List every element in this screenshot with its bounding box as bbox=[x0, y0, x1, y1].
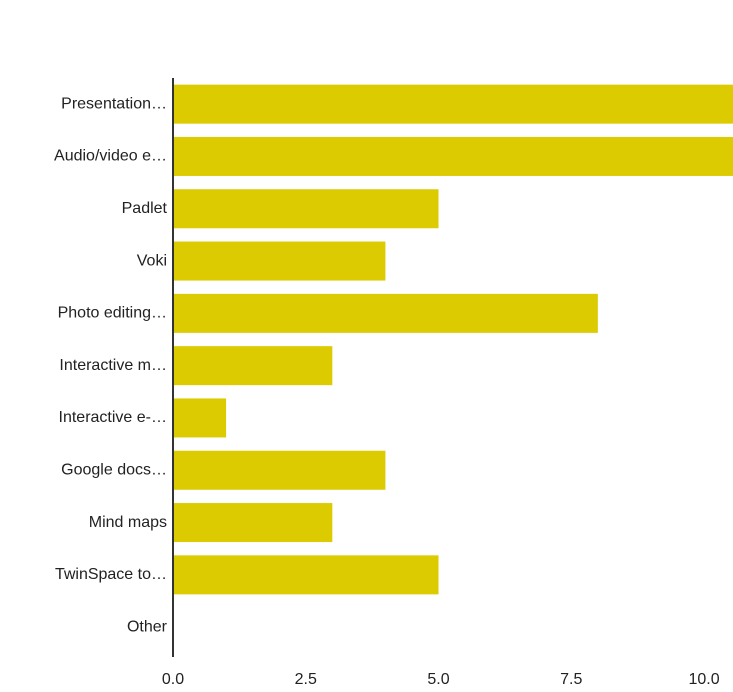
y-tick-label: Voki bbox=[137, 252, 167, 269]
y-tick-label: Photo editing… bbox=[58, 305, 167, 322]
bar bbox=[173, 84, 733, 124]
y-tick-label: Interactive e-… bbox=[59, 409, 167, 426]
bar bbox=[173, 136, 733, 176]
bar-group bbox=[173, 84, 733, 595]
bar bbox=[173, 450, 386, 490]
y-tick-label: Mind maps bbox=[89, 514, 167, 531]
x-tick-label: 5.0 bbox=[427, 671, 449, 688]
bar bbox=[173, 555, 439, 595]
bar bbox=[173, 293, 598, 333]
y-tick-label: Other bbox=[127, 618, 168, 635]
bar bbox=[173, 398, 227, 438]
bar bbox=[173, 189, 439, 229]
bar bbox=[173, 346, 333, 386]
y-tick-label: Audio/video e… bbox=[54, 148, 167, 165]
y-tick-label: Presentation… bbox=[61, 95, 167, 112]
x-tick-label: 0.0 bbox=[162, 671, 184, 688]
x-tick-label: 10.0 bbox=[688, 671, 719, 688]
y-tick-label: Google docs… bbox=[61, 461, 167, 478]
y-tick-label: Padlet bbox=[122, 200, 168, 217]
x-tick-label: 2.5 bbox=[295, 671, 317, 688]
y-tick-label: Interactive m… bbox=[59, 357, 167, 374]
y-tick-label: TwinSpace to… bbox=[55, 566, 167, 583]
bar bbox=[173, 503, 333, 543]
bar bbox=[173, 241, 386, 281]
x-tick-label: 7.5 bbox=[560, 671, 582, 688]
